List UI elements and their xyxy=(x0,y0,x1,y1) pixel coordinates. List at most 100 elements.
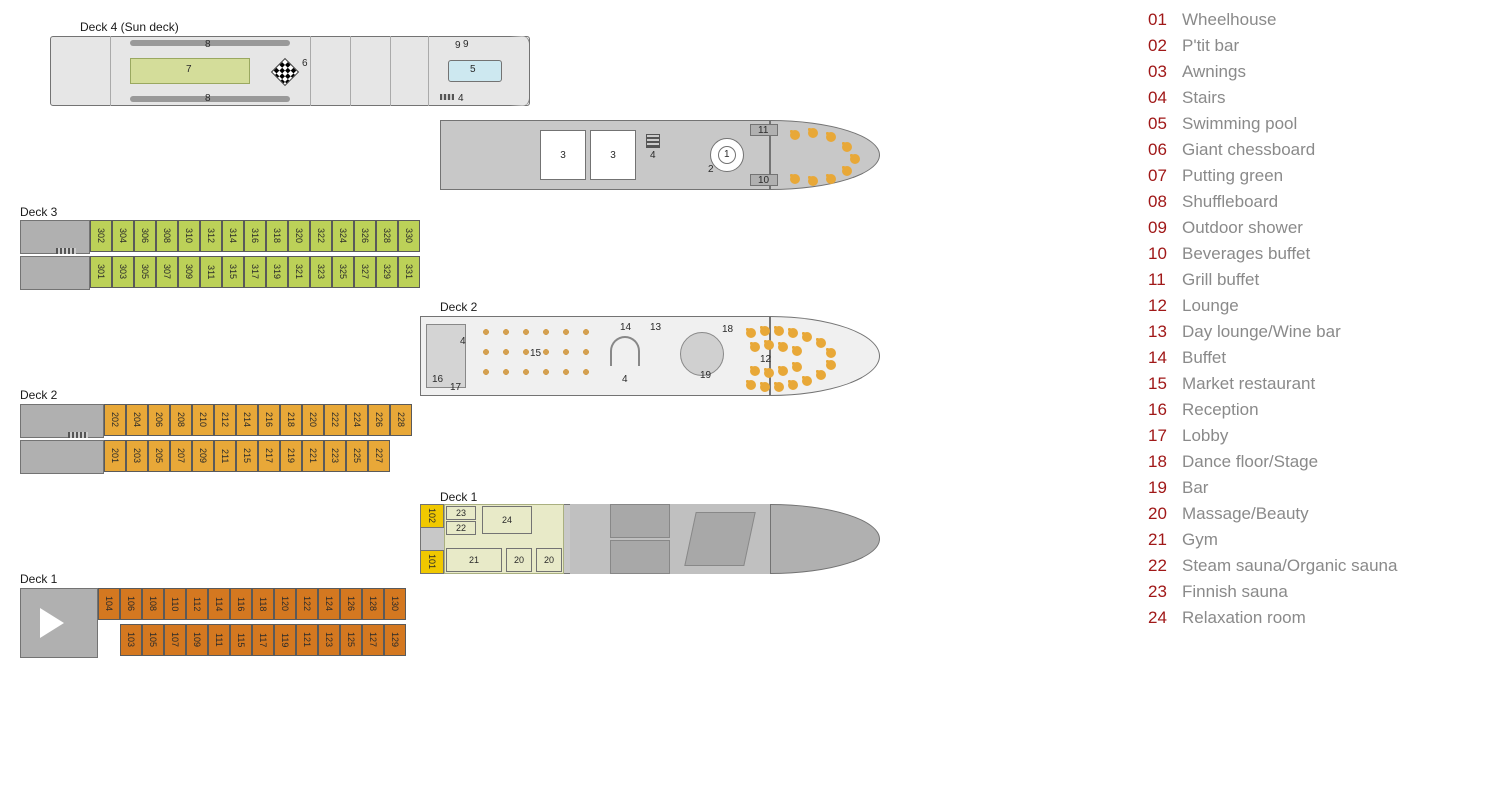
cabin-320: 320 xyxy=(288,220,310,252)
cabin-112: 112 xyxy=(186,588,208,620)
cabin-205: 205 xyxy=(148,440,170,472)
cabin-329: 329 xyxy=(376,256,398,288)
legend-num: 07 xyxy=(1148,166,1174,186)
legend-label: Putting green xyxy=(1182,166,1283,186)
legend-label: Steam sauna/Organic sauna xyxy=(1182,556,1397,576)
legend-num: 19 xyxy=(1148,478,1174,498)
stairs2-num: 4 xyxy=(622,374,628,385)
cabin-219: 219 xyxy=(280,440,302,472)
legend-num: 17 xyxy=(1148,426,1174,446)
deck4-bow: 3 3 4 1 2 11 10 xyxy=(440,120,880,190)
cabin-101: 101 xyxy=(420,550,444,574)
cabin-319: 319 xyxy=(266,256,288,288)
cabin-217: 217 xyxy=(258,440,280,472)
legend-item-07: 07 Putting green xyxy=(1148,166,1488,186)
legend-label: Lounge xyxy=(1182,296,1239,316)
deck1-bow: 102 101 23 22 24 21 20 20 xyxy=(420,504,880,574)
deck4-aft: 8 8 7 6 5 9 9 4 xyxy=(50,36,530,106)
lobby-num: 17 xyxy=(450,382,461,393)
legend-label: Massage/Beauty xyxy=(1182,504,1309,524)
deck2-cabins: 2282262242222202182162142122102082062042… xyxy=(20,404,425,474)
cabin-221: 221 xyxy=(302,440,324,472)
cabin-116: 116 xyxy=(230,588,252,620)
legend-num: 16 xyxy=(1148,400,1174,420)
deck2-label: Deck 2 xyxy=(20,388,57,402)
cabin-214: 214 xyxy=(236,404,258,436)
legend-label: Finnish sauna xyxy=(1182,582,1288,602)
legend-label: Wheelhouse xyxy=(1182,10,1277,30)
cabin-306: 306 xyxy=(134,220,156,252)
cabin-312: 312 xyxy=(200,220,222,252)
bow-stairs-icon xyxy=(646,134,660,148)
cabin-204: 204 xyxy=(126,404,148,436)
cabin-126: 126 xyxy=(340,588,362,620)
legend-label: Outdoor shower xyxy=(1182,218,1303,238)
legend-label: Beverages buffet xyxy=(1182,244,1310,264)
shuffleboard-top-num: 8 xyxy=(205,39,211,50)
reception-num: 16 xyxy=(432,374,443,385)
legend-item-20: 20Massage/Beauty xyxy=(1148,504,1488,524)
crew-area xyxy=(570,504,770,574)
cabin-123: 123 xyxy=(318,624,340,656)
legend-item-08: 08Shuffleboard xyxy=(1148,192,1488,212)
cabin-316: 316 xyxy=(244,220,266,252)
deck1-bot-row: 129127125123121119117115111109107105103 xyxy=(120,624,406,656)
cabin-111: 111 xyxy=(208,624,230,656)
relax-room: 24 xyxy=(482,506,532,534)
cabin-227: 227 xyxy=(368,440,390,472)
cabin-324: 324 xyxy=(332,220,354,252)
legend-num: 11 xyxy=(1148,270,1174,290)
day-num: 13 xyxy=(650,322,661,333)
cabin-206: 206 xyxy=(148,404,170,436)
legend-label: Buffet xyxy=(1182,348,1226,368)
cabin-209: 209 xyxy=(192,440,214,472)
deck1-label: Deck 1 xyxy=(20,572,57,586)
massage-2: 20 xyxy=(536,548,562,572)
cabin-225: 225 xyxy=(346,440,368,472)
cabin-119: 119 xyxy=(274,624,296,656)
cabin-210: 210 xyxy=(192,404,214,436)
deck2-bot-row: 227225223221219217215211209207205203201 xyxy=(104,440,390,472)
cabin-211: 211 xyxy=(214,440,236,472)
cabin-325: 325 xyxy=(332,256,354,288)
cabin-110: 110 xyxy=(164,588,186,620)
cabin-317: 317 xyxy=(244,256,266,288)
legend-num: 09 xyxy=(1148,218,1174,238)
legend: 01Wheelhouse02P'tit bar03Awnings04Stairs… xyxy=(1148,10,1488,634)
legend-num: 23 xyxy=(1148,582,1174,602)
legend-num: 03 xyxy=(1148,62,1174,82)
cabin-323: 323 xyxy=(310,256,332,288)
legend-num: 13 xyxy=(1148,322,1174,342)
legend-label: Giant chessboard xyxy=(1182,140,1315,160)
legend-num: 18 xyxy=(1148,452,1174,472)
cabin-128: 128 xyxy=(362,588,384,620)
legend-item-19: 19 Bar xyxy=(1148,478,1488,498)
legend-num: 08 xyxy=(1148,192,1174,212)
legend-num: 14 xyxy=(1148,348,1174,368)
cabin-203: 203 xyxy=(126,440,148,472)
cabin-327: 327 xyxy=(354,256,376,288)
legend-label: Grill buffet xyxy=(1182,270,1259,290)
buffet-arc xyxy=(610,336,640,366)
legend-label: Lobby xyxy=(1182,426,1228,446)
cabin-311: 311 xyxy=(200,256,222,288)
cabin-215: 215 xyxy=(236,440,258,472)
cabin-326: 326 xyxy=(354,220,376,252)
legend-label: Bar xyxy=(1182,478,1208,498)
cabin-103: 103 xyxy=(120,624,142,656)
cabin-307: 307 xyxy=(156,256,178,288)
cabin-322: 322 xyxy=(310,220,332,252)
legend-item-18: 18Dance floor/Stage xyxy=(1148,452,1488,472)
legend-item-03: 03 Awnings xyxy=(1148,62,1488,82)
deck2-bow-label: Deck 2 xyxy=(440,300,477,314)
cabin-109: 109 xyxy=(186,624,208,656)
legend-item-24: 24Relaxation room xyxy=(1148,608,1488,628)
cabin-208: 208 xyxy=(170,404,192,436)
legend-item-22: 22Steam sauna/Organic sauna xyxy=(1148,556,1488,576)
legend-label: Awnings xyxy=(1182,62,1246,82)
cabin-124: 124 xyxy=(318,588,340,620)
cabin-302: 302 xyxy=(90,220,112,252)
cabin-117: 117 xyxy=(252,624,274,656)
legend-item-15: 15Market restaurant xyxy=(1148,374,1488,394)
massage-1: 20 xyxy=(506,548,532,572)
